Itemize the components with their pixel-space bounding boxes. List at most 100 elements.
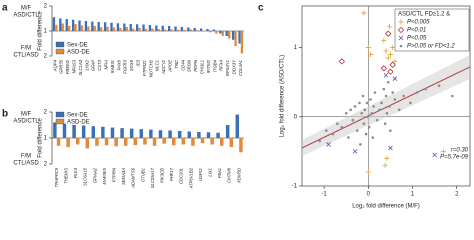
bar [62, 123, 67, 138]
point [365, 101, 369, 105]
bar [240, 31, 244, 54]
bar [228, 31, 231, 39]
point [362, 122, 366, 125]
bar [206, 132, 211, 138]
bar [191, 138, 195, 146]
plot-frame [301, 5, 471, 187]
bar [135, 24, 139, 31]
bar [176, 29, 180, 31]
x-tick-label: 1 [411, 192, 415, 198]
bar [124, 138, 128, 146]
gene-label: APOE [168, 60, 173, 73]
bar [219, 31, 222, 34]
legend-label: P<0.05 [407, 36, 427, 42]
point [380, 101, 383, 105]
bar [199, 28, 203, 31]
point [351, 118, 355, 122]
bar [81, 125, 86, 138]
bar [59, 18, 62, 31]
bar [91, 126, 96, 138]
bar [208, 31, 212, 33]
annotation: r=0.30 [451, 148, 469, 154]
gene-label: SOX9 [129, 59, 134, 71]
y-label-bottom: F/M [21, 46, 31, 52]
point [375, 118, 379, 122]
gene-label: CD44 [180, 59, 185, 70]
y-tick-label: 1 [294, 45, 298, 51]
point [318, 139, 321, 143]
point [389, 129, 392, 132]
legend-label: P<0.005 [407, 20, 430, 26]
point [371, 136, 375, 139]
point [402, 94, 405, 98]
gene-label: RAB31 [110, 60, 115, 73]
point [397, 26, 405, 34]
x-tick-label: 0 [367, 192, 371, 198]
bar [65, 19, 68, 31]
gene-label: COL4A1 [238, 60, 243, 76]
x-axis-label: Log₂ fold difference (M/F) [352, 204, 420, 210]
bar [202, 30, 205, 31]
y-tick-label: -1 [292, 184, 298, 190]
bar [157, 29, 160, 31]
bar [129, 128, 134, 138]
point [361, 10, 367, 16]
bar [183, 30, 186, 31]
gene-label: GFAP [91, 60, 96, 71]
bar [97, 22, 100, 31]
gene-label: LIX1 [208, 168, 213, 177]
gene-label: MLC1 [155, 60, 160, 71]
legend-title: ASD/CTL FD≥1.2 & [398, 12, 450, 18]
y-label-bottom: CTL/ASD [13, 161, 39, 167]
point [372, 105, 375, 108]
bar [110, 127, 115, 138]
panel-label: b [2, 109, 8, 120]
point [358, 101, 361, 105]
gene-label: OTUB1 [140, 168, 145, 182]
fit-band [302, 54, 470, 156]
gene-label: NOTCH2 [148, 59, 153, 77]
bar [174, 26, 177, 31]
gene-label: CHI3L1 [200, 60, 205, 74]
annotation: P=5.7e-09 [440, 155, 469, 161]
point [349, 108, 352, 112]
gene-label: SLC6A15 [83, 167, 88, 186]
point [369, 98, 372, 101]
y-axis-label: Log₂ fold difference (ASD/CTL) [280, 55, 286, 138]
point [424, 87, 428, 91]
gene-label: SEMA3A [121, 168, 126, 185]
point [385, 30, 392, 37]
bar [139, 129, 144, 138]
point [386, 80, 390, 84]
bar [239, 138, 243, 153]
gene-label: FREM2 [65, 59, 70, 74]
bar [168, 130, 172, 138]
gene-label: F8A1 [217, 168, 222, 178]
y-label-top: ASD/CTL [13, 13, 39, 19]
bar [143, 138, 147, 145]
bar [164, 29, 167, 31]
bar [197, 132, 201, 138]
bar [110, 22, 113, 31]
legend-swatch [55, 118, 65, 125]
point [370, 112, 374, 115]
y-tick-label: 2 [44, 54, 48, 60]
point [352, 149, 358, 154]
point [326, 142, 331, 147]
point [340, 125, 344, 129]
point [381, 38, 387, 44]
y-tick-label: 1 [44, 136, 48, 142]
y-axis-label: Fold difference [38, 11, 44, 51]
point [331, 132, 335, 136]
bar [180, 27, 184, 31]
y-tick-label: 1 [44, 29, 48, 35]
bar [151, 28, 154, 31]
bar [133, 138, 138, 146]
point [336, 122, 339, 125]
bar [231, 31, 235, 40]
bar [187, 131, 192, 138]
bar [149, 129, 153, 138]
point [415, 91, 419, 94]
bar [225, 125, 230, 138]
point [397, 108, 401, 112]
